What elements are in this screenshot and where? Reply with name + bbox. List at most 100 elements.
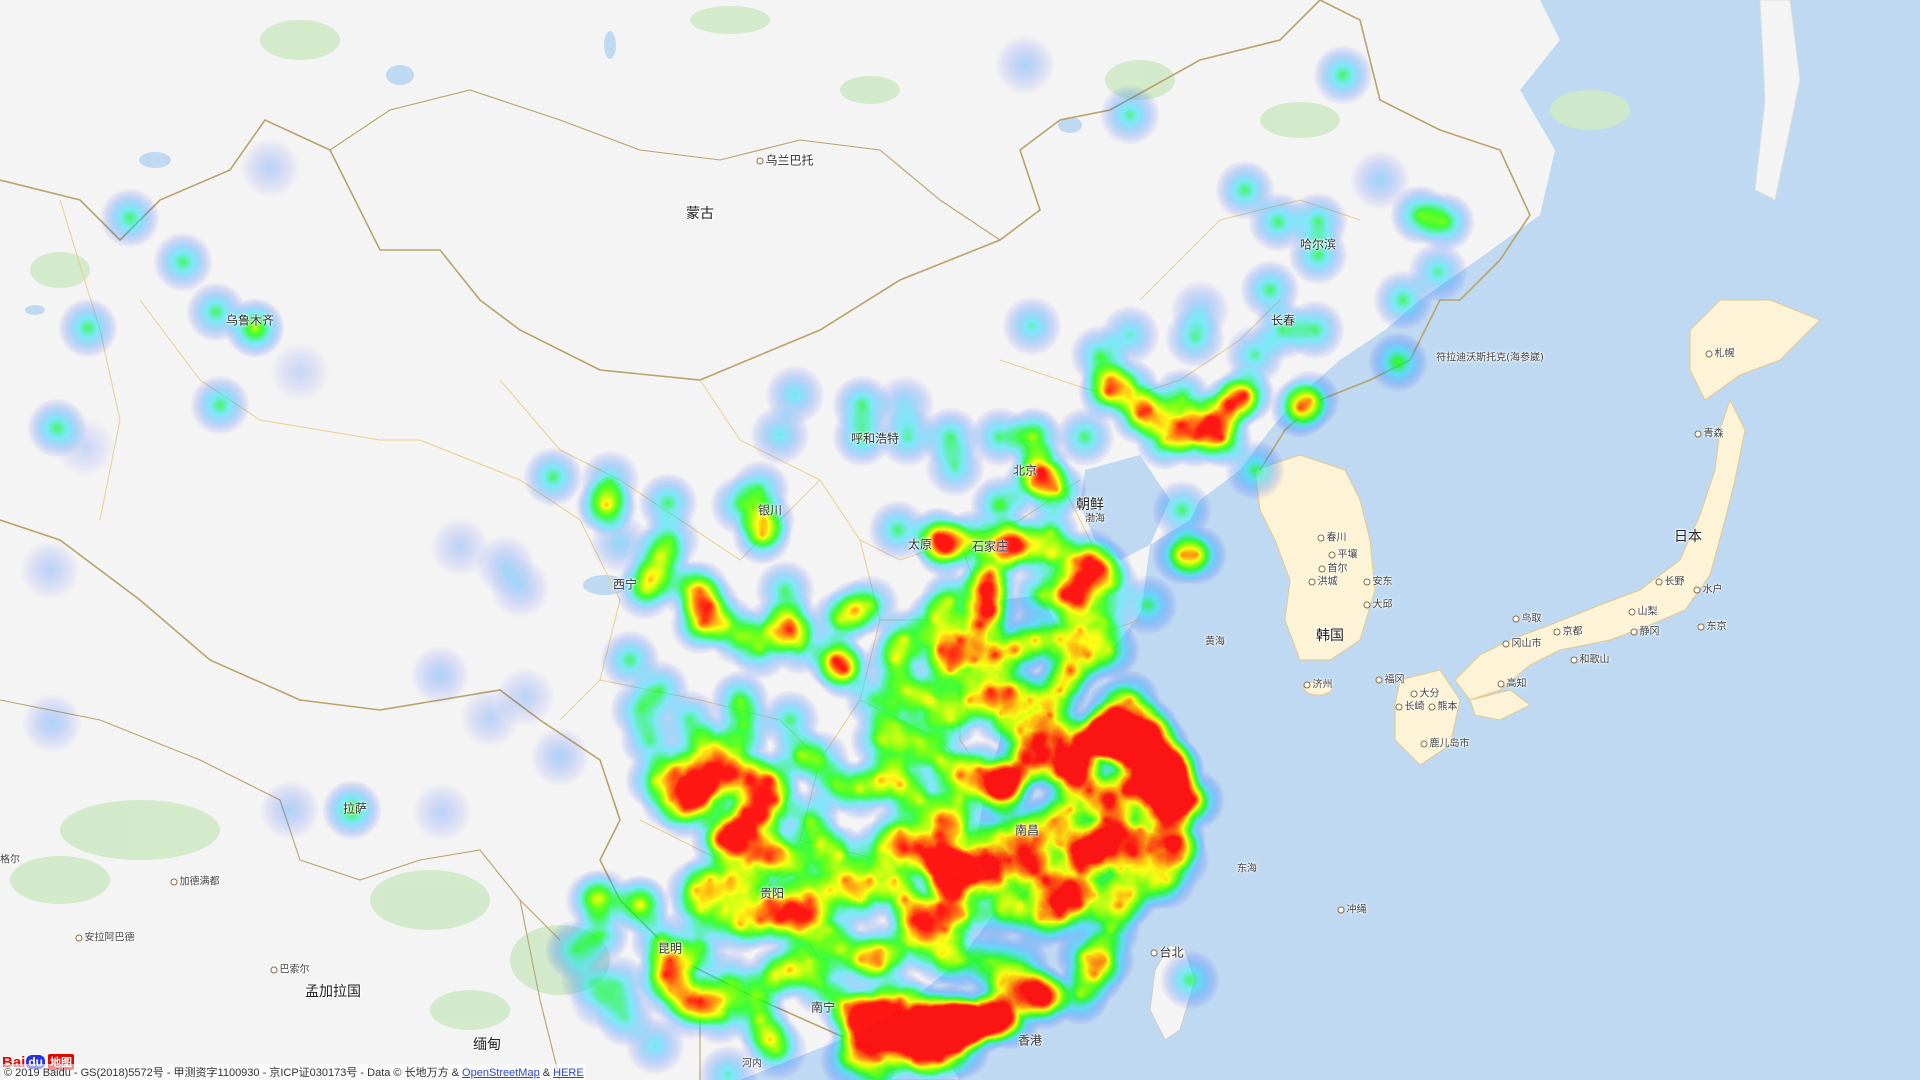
map-label: 大分 [1410,685,1440,700]
map-label: 缅甸 [473,1034,501,1054]
map-label-text: 福冈 [1384,674,1405,686]
map-label-text: 渤海 [1085,513,1105,525]
map-label-text: 银川 [757,503,783,518]
map-label-text: 加德满都 [179,876,220,888]
map-label: 韩国 [1316,625,1344,645]
map-label: 巴索尔 [270,961,310,976]
map-label: 符拉迪沃斯托克(海参崴) [1436,349,1544,364]
map-label-text: 缅甸 [473,1037,501,1053]
map-label-text: 北京 [1012,463,1038,478]
map-label: 香港 [1018,1032,1042,1049]
city-dot-icon [1428,703,1436,710]
city-dot-icon [1375,676,1383,683]
map-label: 加德满都 [170,873,220,888]
map-label: 黄海 [1205,633,1225,648]
city-dot-icon [1395,703,1403,710]
map-label-text: 韩国 [1316,628,1344,644]
map-label: 乌兰巴托 [756,152,814,169]
openstreetmap-link[interactable]: OpenStreetMap [462,1067,540,1079]
map-label-text: 水户 [1702,584,1723,596]
map-label: 呼和浩特 [851,430,899,447]
map-label: 大邱 [1363,596,1393,611]
map-label-text: 大分 [1419,688,1440,700]
map-label-text: 河内 [742,1058,762,1070]
map-label-text: 洪城 [1317,576,1338,588]
map-label: 京都 [1553,623,1583,638]
map-label-text: 和歌山 [1579,654,1610,666]
city-dot-icon [1317,534,1325,541]
map-label: 和歌山 [1570,651,1610,666]
map-label: 鹿儿岛市 [1420,735,1470,750]
map-label-text: 高知 [1506,678,1527,690]
map-label: 冲绳 [1337,901,1367,916]
map-label-text: 安东 [1372,576,1393,588]
map-label: 安拉阿巴德 [75,929,135,944]
city-dot-icon [1318,565,1326,572]
map-label-text: 东海 [1237,863,1257,875]
map-label-text: 鸟取 [1521,613,1542,625]
city-dot-icon [1694,430,1702,437]
map-label-text: 台北 [1159,945,1184,960]
map-label-text: 日本 [1674,529,1702,545]
map-label-text: 孟加拉国 [305,984,361,1000]
map-label: 南昌 [1015,822,1039,839]
city-dot-icon [170,878,178,885]
map-label: 长春 [1271,312,1295,329]
map-label-text: 长野 [1664,576,1685,588]
map-label: 首尔 [1318,560,1348,575]
city-dot-icon [1303,681,1311,688]
map-label: 台北 [1150,944,1184,961]
map-label: 昆明 [658,940,682,957]
copyright-prefix: © 2019 Baidu - GS(2018)5572号 - 甲测资字11009… [4,1067,463,1079]
map-label-text: 西宁 [612,577,638,592]
city-dot-icon [1705,350,1713,357]
city-dot-icon [1628,608,1636,615]
map-label: 南宁 [811,999,835,1016]
map-label: 安东 [1363,573,1393,588]
city-dot-icon [756,157,764,165]
city-dot-icon [1502,640,1510,647]
city-dot-icon [75,934,83,941]
map-label-text: 平壤 [1337,549,1358,561]
map-label: 河内 [742,1055,762,1070]
map-label: 水户 [1693,581,1723,596]
map-label-text: 巴索尔 [279,964,310,976]
map-label: 冈山市 [1502,635,1542,650]
map-label-text: 蒙古 [686,206,714,222]
map-label-text: 格尔 [0,854,20,866]
map-label: 北京 [1013,462,1037,479]
city-dot-icon [1570,656,1578,663]
city-dot-icon [1693,586,1701,593]
map-label: 孟加拉国 [305,981,361,1001]
map-label: 朝鲜 [1076,494,1104,514]
map-label-text: 札幌 [1714,348,1735,360]
map-label: 熊本 [1428,698,1458,713]
map-label-text: 哈尔滨 [1299,237,1337,252]
map-label: 日本 [1674,526,1702,546]
map-label-text: 熊本 [1437,701,1458,713]
here-link[interactable]: HERE [553,1067,584,1079]
map-label-text: 东京 [1706,621,1727,633]
map-label: 鸟取 [1512,610,1542,625]
map-label-text: 石家庄 [971,539,1009,554]
map-label: 银川 [758,502,782,519]
map-label-text: 贵阳 [759,886,785,901]
map-label: 乌鲁木齐 [226,312,274,329]
city-dot-icon [1410,690,1418,697]
map-label: 太原 [908,536,932,553]
map-label: 贵阳 [760,885,784,902]
map-label: 东海 [1237,860,1257,875]
city-dot-icon [1420,740,1428,747]
city-dot-icon [1328,551,1336,558]
map-label: 札幌 [1705,345,1735,360]
map-label: 哈尔滨 [1300,236,1336,253]
map-label-text: 长崎 [1404,701,1425,713]
city-dot-icon [1630,628,1638,635]
map-label-text: 呼和浩特 [850,431,900,446]
map-label-text: 冈山市 [1511,638,1542,650]
map-label-text: 南宁 [810,1000,836,1015]
map-label: 高知 [1497,675,1527,690]
map-label: 石家庄 [972,538,1008,555]
